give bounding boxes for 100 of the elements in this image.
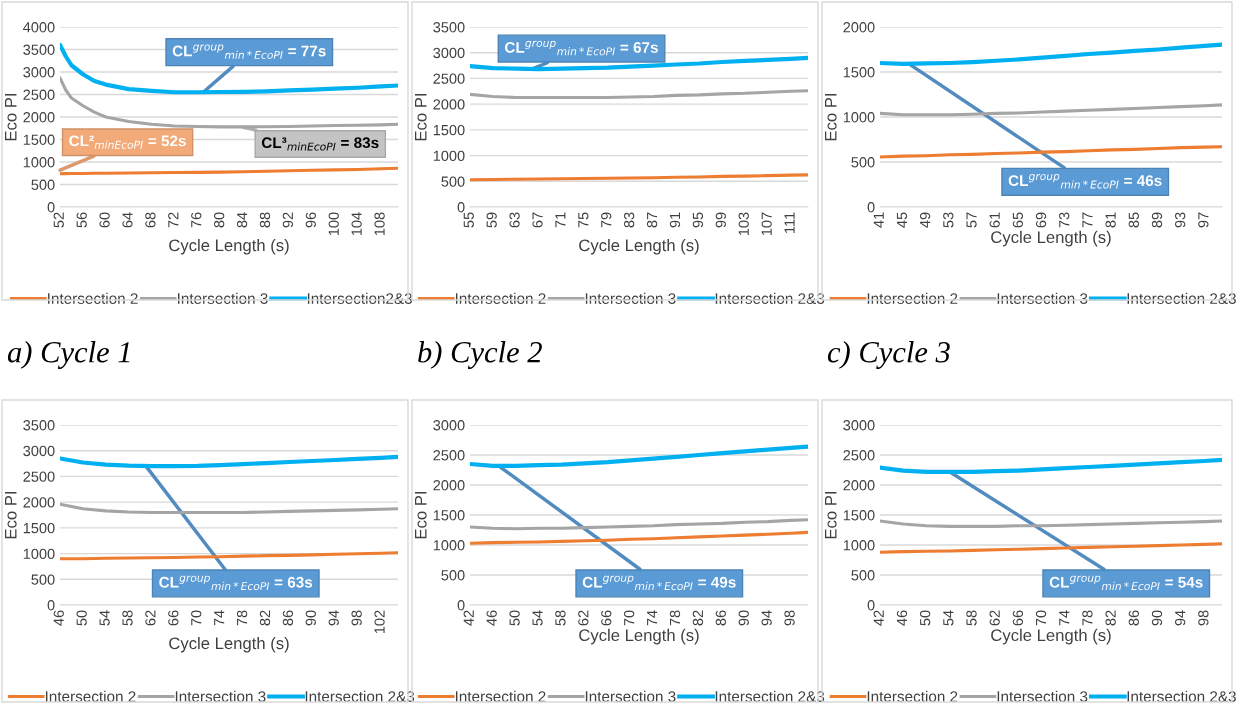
x-tick-label: 98	[784, 610, 795, 626]
x-tick-label: 74	[647, 610, 658, 626]
x-tick-label: 77	[1082, 212, 1093, 228]
y-tick-label: 1500	[23, 134, 55, 145]
y-tick-label: 0	[47, 600, 55, 611]
x-tick-label: 97	[1198, 212, 1209, 228]
y-tick-label: 3000	[23, 445, 55, 457]
x-tick-label: 75	[578, 212, 589, 228]
x-tick-label: 94	[761, 610, 772, 626]
y-axis-title: Eco PI	[415, 93, 427, 141]
x-tick-label: 90	[738, 610, 749, 626]
legend-label: Intersection2&3	[307, 292, 412, 304]
x-tick-label: 46	[486, 610, 497, 626]
x-tick-label: 82	[1105, 610, 1116, 626]
y-tick-label: 0	[457, 202, 465, 213]
annotation: CL³$_{minEcoPI}$ = 83s	[261, 137, 379, 151]
text: c) Cycle 3	[827, 341, 950, 369]
y-tick-label: 2000	[23, 112, 55, 123]
x-tick-label: 61	[989, 212, 1000, 228]
legend-label: Intersection 3	[997, 690, 1088, 702]
x-tick-label: 78	[1082, 610, 1093, 626]
x-tick-label: 99	[715, 212, 726, 228]
x-tick-label: 91	[669, 212, 681, 228]
y-tick-label: 2000	[843, 22, 875, 33]
y-tick-label: 1000	[23, 157, 55, 168]
x-tick-label: 103	[738, 212, 749, 236]
legend-label: Intersection 2&3	[1127, 292, 1236, 304]
y-tick-label: 2000	[433, 480, 465, 491]
legend-label: Intersection 3	[585, 690, 676, 702]
x-tick-label: 102	[374, 610, 385, 634]
x-tick-label: 107	[761, 212, 772, 236]
y-tick-label: 3000	[433, 47, 465, 59]
x-tick-label: 52	[53, 212, 64, 228]
y-tick-label: 500	[31, 574, 55, 585]
annotation: CL²$_{minEcoPI}$ = 52s	[69, 135, 186, 149]
legend-label: Intersection 2	[867, 690, 958, 702]
x-tick-label: 71	[555, 212, 566, 228]
legend-label: Intersection 2&3	[715, 292, 825, 304]
x-tick-label: 54	[99, 610, 110, 626]
x-tick-label: 57	[966, 212, 977, 228]
x-tick-label: 87	[646, 212, 658, 228]
y-tick-label: 1000	[23, 548, 55, 559]
y-tick-label: 0	[47, 202, 55, 213]
x-tick-label: 72	[168, 212, 179, 228]
y-tick-label: 2000	[23, 497, 55, 508]
annotation: CL$^{group}$$_{min*EcoPI}$ = 46s	[1008, 174, 1162, 189]
x-tick-label: 70	[1035, 610, 1047, 626]
legend-label: Intersection 2	[45, 690, 136, 702]
x-tick-label: 67	[532, 212, 543, 228]
x-tick-label: 66	[168, 610, 179, 626]
x-tick-label: 104	[351, 212, 362, 236]
annotation: CL$^{group}$$_{min*EcoPI}$ = 67s	[505, 40, 658, 56]
legend-label: Intersection 3	[997, 292, 1088, 304]
y-tick-label: 4000	[23, 22, 55, 33]
x-tick-label: 55	[463, 212, 474, 228]
y-tick-label: 500	[851, 157, 875, 168]
x-tick-label: 62	[145, 610, 156, 626]
x-tick-label: 94	[328, 610, 339, 626]
x-tick-label: 65	[1012, 212, 1024, 228]
x-tick-label: 111	[784, 212, 795, 233]
x-tick-label: 68	[145, 212, 156, 228]
x-tick-label: 98	[1198, 610, 1209, 626]
y-tick-label: 500	[31, 179, 55, 190]
legend-label: Intersection 3	[178, 292, 268, 304]
y-tick-label: 0	[867, 202, 875, 213]
y-tick-label: 2500	[433, 450, 465, 461]
x-tick-label: 86	[282, 610, 294, 626]
y-tick-label: 500	[851, 570, 875, 581]
y-tick-label: 500	[441, 176, 465, 187]
legend-label: Intersection 2&3	[1127, 690, 1236, 702]
x-tick-label: 50	[509, 610, 520, 626]
x-tick-label: 108	[374, 212, 385, 236]
x-tick-label: 58	[555, 610, 566, 626]
text: b) Cycle 2	[418, 341, 542, 369]
y-axis-title: Eco PI	[5, 93, 17, 141]
annotation: CL$^{group}$$_{min*EcoPI}$ = 77s	[172, 44, 326, 59]
x-axis-title: Cycle Length (s)	[579, 238, 699, 255]
y-tick-label: 2500	[23, 89, 55, 100]
annotation: CL$^{group}$$_{min*EcoPI}$ = 63s	[159, 575, 313, 591]
y-tick-label: 3000	[23, 67, 55, 78]
x-axis-title: Cycle Length (s)	[169, 636, 289, 653]
x-tick-label: 70	[623, 610, 635, 626]
legend-label: Intersection 2	[455, 292, 546, 304]
legend-label: Intersection 2&3	[715, 690, 825, 702]
annotation: CL$^{group}$$_{min*EcoPI}$ = 54s	[1049, 575, 1203, 591]
x-tick-label: 58	[122, 610, 133, 626]
x-axis-title: Cycle Length (s)	[169, 238, 289, 255]
y-tick-label: 1000	[433, 150, 465, 161]
x-tick-label: 100	[328, 212, 339, 236]
x-tick-label: 62	[989, 610, 1000, 626]
y-tick-label: 0	[457, 600, 465, 611]
x-tick-label: 66	[601, 610, 612, 626]
y-tick-label: 1500	[433, 510, 465, 521]
x-tick-label: 50	[76, 610, 87, 626]
x-tick-label: 46	[896, 610, 908, 626]
y-tick-label: 2000	[433, 99, 465, 110]
y-tick-label: 3500	[433, 22, 465, 33]
y-tick-label: 500	[441, 570, 465, 581]
x-tick-label: 78	[669, 610, 681, 626]
x-tick-label: 45	[896, 212, 908, 228]
